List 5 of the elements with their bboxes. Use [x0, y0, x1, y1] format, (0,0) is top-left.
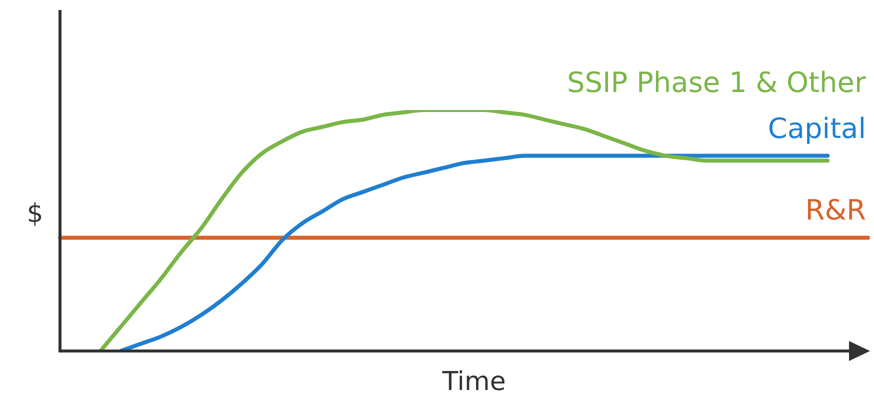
series-label: Capital	[768, 112, 866, 145]
series-label: SSIP Phase 1 & Other	[566, 66, 866, 99]
series-label: R&R	[805, 194, 866, 227]
y-axis-title: $	[26, 198, 44, 229]
x-axis-title: Time	[441, 366, 506, 397]
